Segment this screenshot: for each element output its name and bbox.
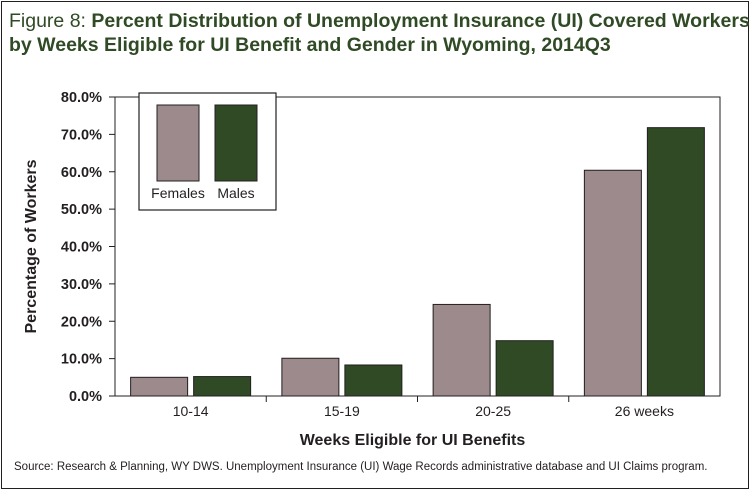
y-tick-label: 0.0% <box>69 389 102 405</box>
y-tick-label: 10.0% <box>61 352 102 368</box>
y-tick-label: 70.0% <box>61 127 102 143</box>
title-text-2: by Weeks Eligible for UI Benefit and Gen… <box>9 34 611 56</box>
y-tick-label: 80.0% <box>61 90 102 106</box>
figure-title: Figure 8: Percent Distribution of Unempl… <box>9 9 750 57</box>
bar-males <box>193 376 252 397</box>
x-axis-label: Weeks Eligible for UI Benefits <box>300 432 526 449</box>
y-tick-label: 40.0% <box>61 240 102 256</box>
figure-number: Figure 8: <box>9 10 92 32</box>
y-tick-label: 20.0% <box>61 314 102 330</box>
title-line-1: Figure 8: Percent Distribution of Unempl… <box>9 9 750 33</box>
legend-swatch-males <box>214 104 258 182</box>
legend-label-males: Males <box>217 185 254 201</box>
legend-label-females: Females <box>151 185 205 201</box>
x-tick-label: 20-25 <box>475 403 511 419</box>
y-axis-label: Percentage of Workers <box>23 159 40 333</box>
bar-females <box>432 303 491 397</box>
bar-males <box>495 340 554 397</box>
x-tick-label: 26 weeks <box>615 403 674 419</box>
x-tick-label: 15-19 <box>324 403 360 419</box>
legend-swatch-females <box>156 104 200 182</box>
bar-females <box>130 376 189 397</box>
bar-females <box>583 169 642 397</box>
source-note: Source: Research & Planning, WY DWS. Une… <box>14 461 708 473</box>
y-tick-label: 50.0% <box>61 202 102 218</box>
title-text-1: Percent Distribution of Unemployment Ins… <box>91 10 750 32</box>
y-tick-label: 30.0% <box>61 277 102 293</box>
bar-males <box>344 364 403 397</box>
bar-females <box>281 357 340 397</box>
y-tick-label: 60.0% <box>61 165 102 181</box>
bar-males <box>646 127 705 397</box>
x-tick-label: 10-14 <box>173 403 209 419</box>
